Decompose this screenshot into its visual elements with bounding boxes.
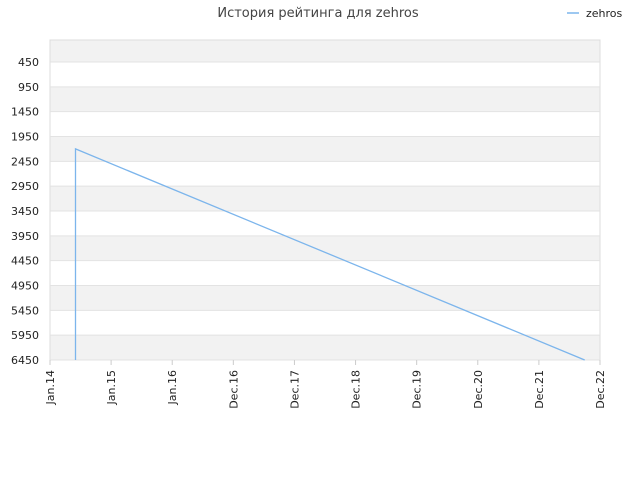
legend-label: zehros [586, 7, 623, 20]
y-tick-label: 6450 [11, 354, 39, 367]
series-line-zehros [74, 147, 585, 361]
y-tick-label: 4950 [11, 280, 39, 293]
y-tick-label: 4450 [11, 255, 39, 268]
x-axis-ticks: Jan.14 Jan.15 Jan.16 Dec.16 Dec.17 Dec.18 Dec.… [44, 360, 607, 409]
plot-band [50, 310, 600, 336]
x-tick-label: Dec.22 [594, 370, 607, 409]
x-tick-label: Dec.16 [227, 370, 240, 409]
plot-band [50, 86, 600, 112]
y-tick-label: 5450 [11, 304, 39, 317]
y-axis-ticks: 450 950 1450 1950 2450 2950 3450 3950 4450 4950 54… [11, 56, 39, 367]
y-tick-label: 3950 [11, 230, 39, 243]
plot-band [50, 235, 600, 261]
x-tick-label: Jan.14 [44, 370, 57, 405]
plot-band [50, 211, 600, 236]
x-tick-label: Dec.19 [411, 370, 424, 409]
plot-background-bands [49, 39, 601, 361]
y-tick-label: 1450 [11, 106, 39, 119]
plot-band [50, 285, 600, 311]
x-tick-label: Jan.16 [166, 370, 179, 405]
x-tick-label: Jan.15 [105, 370, 118, 405]
y-tick-label: 2450 [11, 155, 39, 168]
plot-band [50, 186, 600, 211]
chart-title: История рейтинга для zehros [217, 6, 419, 21]
y-tick-label: 3450 [11, 205, 39, 218]
gridlines [50, 61, 600, 361]
plot-band [50, 161, 600, 187]
x-tick-label: Dec.18 [350, 370, 363, 409]
y-tick-label: 950 [18, 81, 39, 94]
x-tick-label: Dec.20 [472, 370, 485, 409]
plot-band [50, 260, 600, 286]
plot-band [50, 136, 600, 162]
y-tick-label: 2950 [11, 180, 39, 193]
plot-band [50, 62, 600, 87]
plot-band [50, 335, 600, 360]
plot-band [50, 40, 600, 62]
y-tick-label: 450 [18, 56, 39, 69]
plot-band [50, 111, 600, 137]
y-tick-label: 5950 [11, 329, 39, 342]
x-tick-label: Dec.17 [288, 370, 301, 409]
legend[interactable]: zehros [567, 7, 623, 20]
x-tick-label: Dec.21 [533, 370, 546, 409]
series-layer [74, 147, 585, 361]
y-tick-label: 1950 [11, 131, 39, 144]
